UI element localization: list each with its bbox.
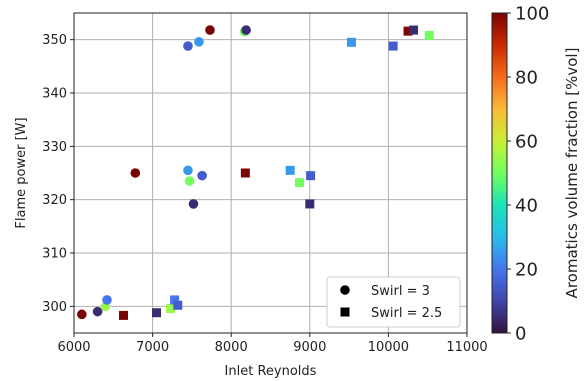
data-point-circle [92, 306, 103, 317]
data-point-circle [184, 176, 195, 186]
data-point-square [166, 303, 176, 313]
legend: Swirl = 3 Swirl = 2.5 [326, 276, 461, 328]
colorbar-tick-label: 20 [515, 260, 538, 281]
data-point-square [403, 26, 413, 36]
data-point-square [119, 310, 129, 320]
data-point-circle [183, 41, 193, 51]
x-tick-label: 9000 [293, 340, 326, 355]
colorbar-tick-label: 100 [515, 4, 549, 25]
legend-entry-swirl-3: Swirl = 3 [371, 284, 430, 299]
data-point-square [240, 168, 250, 178]
y-tick-label: 300 [42, 300, 67, 315]
data-point-square [388, 41, 398, 51]
colorbar-gradient [491, 12, 508, 334]
colorbar-ticks: 0 20 40 60 80 100 [507, 4, 549, 345]
x-tick-label: 10000 [368, 340, 409, 355]
data-points [77, 25, 434, 320]
y-axis-ticks: 300 310 320 330 340 350 [42, 33, 74, 315]
x-tick-label: 8000 [215, 340, 248, 355]
colorbar-tick-label: 60 [515, 132, 538, 153]
legend-marker-circle [340, 285, 350, 295]
data-point-square [346, 37, 356, 47]
y-tick-label: 340 [42, 87, 67, 102]
data-point-circle [130, 168, 141, 178]
data-point-circle [102, 295, 112, 305]
legend-entry-swirl-2-5: Swirl = 2.5 [371, 306, 442, 321]
data-point-square [305, 199, 315, 209]
data-point-circle [188, 199, 199, 209]
data-point-square [173, 300, 183, 310]
data-point-square [409, 25, 419, 35]
data-point-circle [197, 170, 207, 181]
y-tick-label: 320 [42, 193, 67, 208]
colorbar-label: Aromatics volume fraction [%vol] [563, 48, 581, 299]
y-tick-label: 350 [42, 33, 67, 48]
data-point-square [152, 308, 162, 318]
colorbar-tick-label: 0 [515, 324, 526, 345]
y-tick-label: 310 [42, 247, 67, 262]
x-axis-label: Inlet Reynolds [225, 364, 317, 379]
data-point-circle [77, 309, 87, 320]
data-point-circle [183, 165, 193, 176]
data-point-square [285, 165, 295, 175]
colorbar-tick-label: 40 [515, 196, 538, 217]
colorbar: 0 20 40 60 80 100 Aromatics volume fraction [… [491, 4, 581, 345]
data-point-square [295, 178, 305, 188]
x-tick-label: 7000 [136, 340, 169, 355]
y-axis-label: Flame power [W] [14, 117, 29, 228]
data-point-circle [205, 25, 215, 35]
legend-marker-square [340, 307, 350, 317]
y-tick-label: 330 [42, 140, 67, 155]
x-tick-label: 6000 [57, 340, 90, 355]
plot-area-frame [73, 12, 468, 334]
colorbar-tick-label: 80 [515, 68, 538, 89]
data-point-circle [241, 25, 251, 35]
data-point-square [424, 30, 434, 40]
legend-box [326, 276, 461, 328]
data-point-circle [194, 37, 204, 47]
data-point-square [306, 171, 316, 181]
data-point-square [170, 295, 180, 305]
x-tick-label: 11000 [446, 340, 487, 355]
x-axis-ticks: 6000 7000 8000 9000 10000 11000 [57, 333, 488, 355]
